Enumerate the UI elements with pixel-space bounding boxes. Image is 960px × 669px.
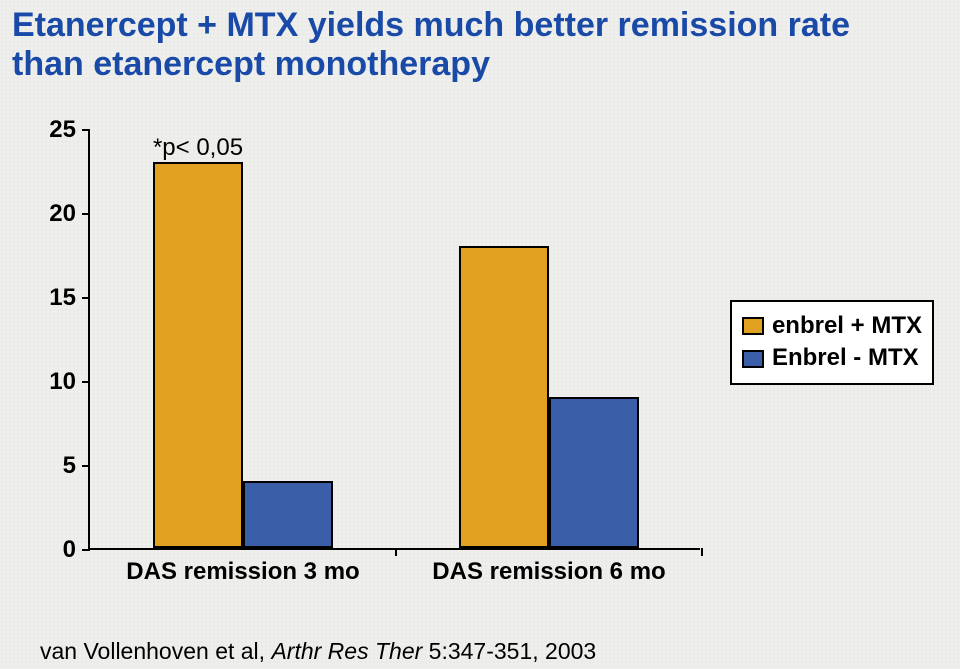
citation-suffix: 5:347-351, 2003 [422,638,596,664]
y-tick-label: 5 [63,452,76,480]
x-category-label: DAS remission 6 mo [432,558,665,586]
bar [459,246,549,548]
x-category-label: DAS remission 3 mo [126,558,359,586]
legend-label: enbrel + MTX [772,310,922,342]
title-line-2: than etanercept monotherapy [12,45,490,83]
y-tick [82,213,90,215]
annotation: *p< 0,05 [153,134,243,162]
bar [153,162,243,548]
citation-prefix: van Vollenhoven et al, [40,638,271,664]
x-tick [701,548,703,556]
y-tick-label: 15 [49,284,76,312]
citation-journal: Arthr Res Ther [271,638,422,664]
legend-item: enbrel + MTX [742,310,922,342]
y-tick [82,129,90,131]
y-tick-label: 10 [49,368,76,396]
legend-swatch [742,317,764,335]
y-tick-label: 25 [49,116,76,144]
legend-swatch [742,350,764,368]
bar [243,481,333,548]
slide-title: Etanercept + MTX yields much better remi… [12,6,948,84]
bar [549,397,639,548]
y-tick [82,465,90,467]
y-tick-label: 20 [49,200,76,228]
slide: Etanercept + MTX yields much better remi… [0,0,960,669]
y-tick-label: 0 [63,536,76,564]
legend: enbrel + MTX Enbrel - MTX [730,300,934,385]
y-tick [82,297,90,299]
x-tick [395,548,397,556]
plot-area: 0510152025DAS remission 3 mo*p< 0,05DAS … [88,130,700,550]
y-tick [82,549,90,551]
citation: van Vollenhoven et al, Arthr Res Ther 5:… [40,638,596,665]
legend-label: Enbrel - MTX [772,342,919,374]
chart-area: 0510152025DAS remission 3 mo*p< 0,05DAS … [30,130,730,610]
title-line-1: Etanercept + MTX yields much better remi… [12,6,850,44]
y-tick [82,381,90,383]
legend-item: Enbrel - MTX [742,342,922,374]
